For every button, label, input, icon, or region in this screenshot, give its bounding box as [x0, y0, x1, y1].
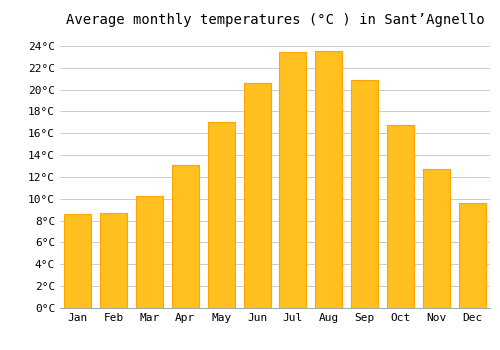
- Bar: [208, 122, 234, 308]
- Bar: [172, 165, 199, 308]
- Bar: [387, 125, 414, 308]
- Bar: [458, 203, 485, 308]
- Bar: [351, 80, 378, 308]
- Bar: [64, 214, 92, 308]
- Title: Average monthly temperatures (°C ) in Sant’Agnello: Average monthly temperatures (°C ) in Sa…: [66, 13, 484, 27]
- Bar: [100, 213, 127, 308]
- Bar: [136, 196, 163, 308]
- Bar: [280, 52, 306, 308]
- Bar: [244, 83, 270, 308]
- Bar: [316, 51, 342, 308]
- Bar: [423, 169, 450, 308]
